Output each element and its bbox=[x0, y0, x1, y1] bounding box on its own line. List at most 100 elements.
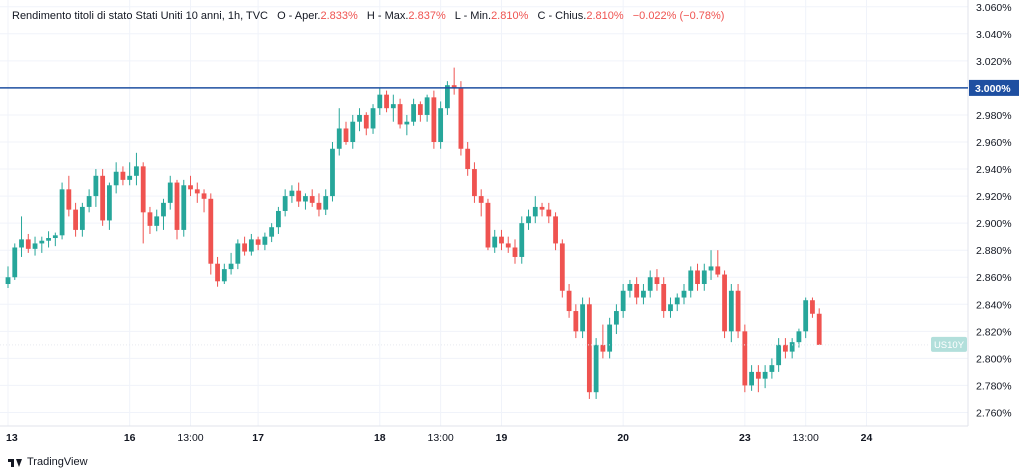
candle bbox=[303, 193, 308, 210]
candle bbox=[32, 236, 38, 256]
candle-body bbox=[404, 121, 410, 125]
candle-body bbox=[465, 148, 471, 170]
candle-body bbox=[438, 108, 444, 142]
candle bbox=[154, 209, 160, 232]
candle bbox=[647, 270, 653, 298]
candle-body bbox=[363, 114, 369, 129]
candle-body bbox=[431, 97, 437, 142]
candle bbox=[742, 324, 748, 393]
candle-body bbox=[749, 371, 754, 386]
price-tick-label: 2.980% bbox=[976, 110, 1012, 122]
candle-body bbox=[485, 202, 491, 248]
candle-body bbox=[810, 300, 815, 314]
candle bbox=[221, 263, 227, 284]
tradingview-brand[interactable]: TradingView bbox=[8, 456, 88, 468]
candle bbox=[478, 189, 484, 217]
chart-legend: Rendimento titoli di stato Stati Uniti 1… bbox=[12, 10, 724, 22]
candle bbox=[350, 114, 356, 149]
candle-body bbox=[235, 243, 241, 264]
candle-body bbox=[735, 290, 741, 332]
candle-body bbox=[688, 270, 694, 291]
candle-body bbox=[215, 263, 220, 282]
candle bbox=[343, 121, 349, 145]
price-tick-label: 3.040% bbox=[976, 29, 1012, 41]
candle bbox=[492, 229, 498, 253]
candle-body bbox=[695, 270, 700, 284]
candle-body bbox=[377, 94, 383, 109]
candle bbox=[573, 304, 579, 339]
candle bbox=[735, 284, 741, 339]
candle bbox=[404, 114, 410, 136]
candle bbox=[174, 179, 180, 240]
time-tick-label: 13 bbox=[6, 432, 18, 444]
candle-body bbox=[276, 210, 281, 228]
candle-body bbox=[553, 216, 558, 244]
candle bbox=[276, 206, 281, 234]
candle bbox=[181, 179, 187, 237]
time-tick-label: 16 bbox=[124, 432, 136, 444]
candle bbox=[248, 233, 254, 256]
legend-title: Rendimento titoli di stato Stati Uniti 1… bbox=[12, 10, 268, 22]
candle-body bbox=[417, 104, 423, 115]
candle-body bbox=[357, 114, 362, 122]
candle-body bbox=[451, 85, 457, 88]
candle-body bbox=[188, 185, 193, 190]
hline-price-label: 3.000% bbox=[975, 83, 1011, 95]
candle bbox=[269, 223, 275, 243]
candle-body bbox=[350, 121, 356, 142]
candle bbox=[120, 166, 126, 186]
candle-body bbox=[654, 277, 660, 284]
price-axis[interactable]: 3.060% 3.040% 3.020% 2.980% 2.960% 2.940% 2.92… bbox=[976, 2, 1012, 420]
price-tick-label: 2.780% bbox=[976, 380, 1012, 392]
candle bbox=[451, 67, 457, 95]
candle bbox=[614, 304, 619, 335]
candle-body bbox=[52, 235, 58, 239]
candle bbox=[161, 198, 166, 230]
candle bbox=[357, 108, 362, 132]
candle-body bbox=[539, 206, 545, 210]
price-tick-label: 2.960% bbox=[976, 137, 1012, 149]
chart-grid bbox=[0, 0, 968, 426]
candle bbox=[722, 270, 727, 339]
candle-body bbox=[532, 206, 538, 217]
legend-open-value: 2.833% bbox=[320, 10, 358, 22]
time-tick-label: 17 bbox=[252, 432, 264, 444]
candle bbox=[688, 266, 694, 298]
candle-body bbox=[600, 344, 606, 352]
candle-body bbox=[472, 169, 477, 197]
candle bbox=[674, 293, 680, 312]
candle bbox=[438, 101, 444, 149]
candle-body bbox=[728, 290, 734, 332]
candle-body bbox=[134, 166, 139, 176]
price-tick-label: 2.940% bbox=[976, 164, 1012, 176]
candle-body bbox=[289, 190, 295, 197]
time-axis[interactable]: 13 16 13:00 17 18 13:00 19 20 23 13:00 24 bbox=[6, 432, 873, 444]
symbol-badge-label: US10Y bbox=[934, 340, 965, 351]
time-tick-label: 19 bbox=[496, 432, 508, 444]
candle bbox=[708, 250, 714, 280]
candle bbox=[701, 263, 707, 291]
candle-body bbox=[201, 193, 207, 199]
candle-body bbox=[12, 247, 18, 278]
candle-body bbox=[512, 247, 518, 257]
candle-body bbox=[140, 166, 146, 213]
candle bbox=[46, 231, 51, 248]
candle-body bbox=[505, 243, 511, 248]
candle bbox=[485, 198, 491, 251]
candle-body bbox=[316, 202, 322, 210]
candle-body bbox=[519, 223, 525, 257]
candle bbox=[620, 284, 626, 318]
candle-body bbox=[593, 344, 599, 393]
candle bbox=[424, 94, 430, 122]
candle-body bbox=[776, 344, 782, 366]
candle bbox=[586, 297, 592, 399]
candle-body bbox=[100, 175, 106, 221]
candle-body bbox=[25, 239, 31, 249]
legend-high-label: H - Max. bbox=[366, 10, 409, 22]
candle-body bbox=[370, 108, 376, 129]
time-tick-label: 13:00 bbox=[793, 432, 819, 444]
candle bbox=[654, 269, 660, 291]
candle-body bbox=[769, 365, 775, 372]
candle bbox=[296, 182, 302, 207]
